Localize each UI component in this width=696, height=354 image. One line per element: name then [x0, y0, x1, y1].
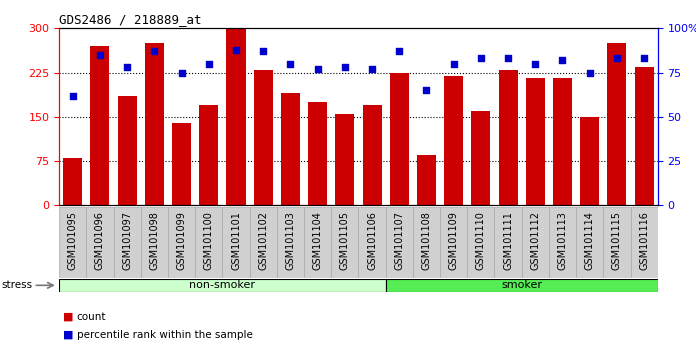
- Text: GSM101103: GSM101103: [285, 211, 295, 269]
- Bar: [145, 43, 164, 205]
- Bar: [358, 207, 386, 278]
- Text: GSM101109: GSM101109: [449, 211, 459, 269]
- Point: [638, 56, 649, 61]
- Bar: [113, 207, 141, 278]
- Point: [122, 64, 133, 70]
- Point: [394, 48, 405, 54]
- Bar: [253, 70, 273, 205]
- Text: GSM101099: GSM101099: [177, 211, 187, 269]
- Text: GSM101106: GSM101106: [367, 211, 377, 269]
- Text: stress: stress: [1, 280, 33, 290]
- Bar: [223, 207, 250, 278]
- Point: [557, 57, 568, 63]
- Text: GSM101108: GSM101108: [422, 211, 432, 269]
- Bar: [168, 207, 195, 278]
- Bar: [413, 207, 440, 278]
- Bar: [195, 207, 223, 278]
- Bar: [281, 93, 300, 205]
- Bar: [603, 207, 631, 278]
- Point: [176, 70, 187, 75]
- Point: [367, 66, 378, 72]
- Point: [203, 61, 214, 67]
- Bar: [90, 46, 109, 205]
- Text: ■: ■: [63, 312, 73, 322]
- Text: GSM101111: GSM101111: [503, 211, 513, 269]
- Point: [475, 56, 487, 61]
- Text: GSM101112: GSM101112: [530, 211, 540, 270]
- Bar: [226, 28, 246, 205]
- Bar: [635, 67, 654, 205]
- Text: smoker: smoker: [501, 280, 542, 290]
- Bar: [494, 207, 522, 278]
- Text: GSM101110: GSM101110: [476, 211, 486, 269]
- Point: [448, 61, 459, 67]
- Bar: [199, 105, 219, 205]
- Point: [149, 48, 160, 54]
- Bar: [467, 207, 494, 278]
- Text: percentile rank within the sample: percentile rank within the sample: [77, 330, 253, 339]
- Bar: [335, 114, 354, 205]
- Text: GSM101097: GSM101097: [122, 211, 132, 270]
- Text: GSM101107: GSM101107: [394, 211, 404, 270]
- Point: [584, 70, 595, 75]
- Bar: [440, 207, 467, 278]
- Text: GSM101105: GSM101105: [340, 211, 350, 270]
- Point: [503, 56, 514, 61]
- Bar: [549, 207, 576, 278]
- Text: GSM101100: GSM101100: [204, 211, 214, 269]
- Point: [230, 47, 242, 52]
- Bar: [141, 207, 168, 278]
- Bar: [386, 279, 658, 292]
- Text: GSM101096: GSM101096: [95, 211, 105, 269]
- Bar: [386, 207, 413, 278]
- Text: GSM101102: GSM101102: [258, 211, 268, 270]
- Bar: [608, 43, 626, 205]
- Text: GSM101104: GSM101104: [313, 211, 323, 269]
- Bar: [444, 75, 464, 205]
- Bar: [63, 158, 82, 205]
- Point: [611, 56, 622, 61]
- Point: [285, 61, 296, 67]
- Bar: [304, 207, 331, 278]
- Bar: [118, 96, 136, 205]
- Text: GDS2486 / 218889_at: GDS2486 / 218889_at: [59, 13, 202, 26]
- Text: GSM101114: GSM101114: [585, 211, 594, 269]
- Text: GSM101098: GSM101098: [150, 211, 159, 269]
- Text: count: count: [77, 312, 106, 322]
- Text: GSM101113: GSM101113: [557, 211, 567, 269]
- Bar: [59, 207, 86, 278]
- Bar: [308, 102, 327, 205]
- Bar: [417, 155, 436, 205]
- Bar: [522, 207, 549, 278]
- Bar: [553, 79, 572, 205]
- Bar: [59, 279, 386, 292]
- Bar: [525, 79, 545, 205]
- Bar: [331, 207, 358, 278]
- Text: ■: ■: [63, 330, 73, 339]
- Bar: [580, 117, 599, 205]
- Bar: [86, 207, 113, 278]
- Text: GSM101095: GSM101095: [68, 211, 78, 270]
- Point: [530, 61, 541, 67]
- Point: [421, 87, 432, 93]
- Bar: [363, 105, 381, 205]
- Point: [258, 48, 269, 54]
- Point: [312, 66, 323, 72]
- Bar: [250, 207, 277, 278]
- Bar: [631, 207, 658, 278]
- Bar: [498, 70, 518, 205]
- Point: [68, 93, 79, 98]
- Bar: [277, 207, 304, 278]
- Text: GSM101116: GSM101116: [639, 211, 649, 269]
- Bar: [471, 111, 491, 205]
- Text: GSM101115: GSM101115: [612, 211, 622, 270]
- Bar: [390, 73, 409, 205]
- Text: non-smoker: non-smoker: [189, 280, 255, 290]
- Text: GSM101101: GSM101101: [231, 211, 241, 269]
- Point: [95, 52, 106, 58]
- Point: [339, 64, 350, 70]
- Bar: [576, 207, 603, 278]
- Bar: [172, 123, 191, 205]
